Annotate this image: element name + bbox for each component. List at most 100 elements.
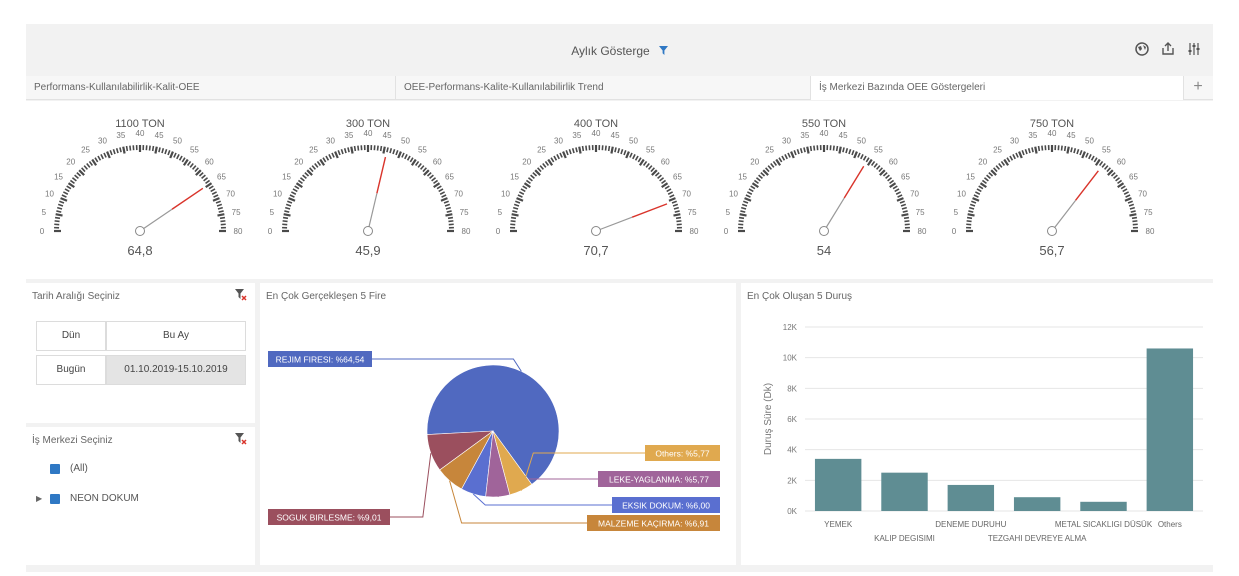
gauge-tick-label: 25 xyxy=(81,146,90,155)
gauge-tick xyxy=(575,147,578,153)
gauge-tick xyxy=(447,216,454,220)
dun-button[interactable]: Dün xyxy=(36,321,106,351)
date-range-button[interactable]: 01.10.2019-15.10.2019 xyxy=(106,355,246,385)
gauge-tick xyxy=(1120,185,1126,190)
gauge-tick xyxy=(755,177,761,182)
gauge-tick xyxy=(513,206,519,210)
gauge-tick xyxy=(793,150,797,156)
gauge-tick xyxy=(1093,157,1098,163)
gauge-tick-label: 20 xyxy=(750,158,759,167)
gauge-tick xyxy=(745,194,751,198)
tab-oee-gostergeleri[interactable]: İş Merkezi Bazında OEE Göstergeleri xyxy=(811,76,1184,100)
export-icon[interactable] xyxy=(1161,42,1175,56)
gauge-tick xyxy=(1101,162,1106,168)
checkbox[interactable] xyxy=(50,463,60,474)
tab-performans[interactable]: Performans-Kullanılabilirlik-Kalit-OEE xyxy=(26,76,396,100)
gauge-tick xyxy=(201,174,206,180)
gauge-tick xyxy=(129,145,132,151)
gauge-tick xyxy=(1127,200,1133,204)
pie-label-box xyxy=(598,471,720,487)
gauge-tick xyxy=(74,174,79,180)
gauge-tick xyxy=(900,203,907,207)
gauge-tick xyxy=(164,148,168,155)
gauge-tick xyxy=(787,152,791,158)
gauge-tick xyxy=(287,200,293,204)
gauge-tick xyxy=(517,194,523,198)
gauge-tick xyxy=(295,182,303,189)
gauge-tick xyxy=(426,172,432,177)
gauge-tick xyxy=(842,147,845,153)
work-center-panel: İş Merkezi Seçiniz (All) ▶ NEON DOKUM xyxy=(26,427,255,565)
gauge-tick xyxy=(650,167,655,173)
gauge-tick xyxy=(78,169,85,176)
gauge-tick-label: 0 xyxy=(496,227,501,236)
checkbox[interactable] xyxy=(50,493,60,504)
gauge-tick xyxy=(189,162,194,168)
gauge-tick xyxy=(1106,167,1111,173)
gauge-tick xyxy=(885,174,890,180)
globe-icon[interactable] xyxy=(1135,42,1149,56)
gauge-title: 1100 TON xyxy=(115,118,165,130)
gauge-tick xyxy=(882,172,888,177)
gauge-tick-label: 25 xyxy=(765,146,774,155)
gauge-tick xyxy=(853,151,858,159)
gauge-tick xyxy=(325,155,330,161)
gauge-tick xyxy=(83,165,89,170)
pie-connector xyxy=(390,453,432,518)
clear-filter-icon[interactable] xyxy=(235,433,247,448)
gauge-tick xyxy=(661,179,667,185)
gauge-tick xyxy=(741,203,748,207)
bar-category-label: YEMEK xyxy=(824,520,853,529)
pie-label-box xyxy=(268,351,372,367)
tab-trend[interactable]: OEE-Performans-Kalite-Kullanılabilirlik … xyxy=(396,76,811,100)
gauge-tick xyxy=(747,191,753,195)
gauge-tick xyxy=(667,191,673,195)
list-item-all[interactable]: (All) xyxy=(50,463,88,474)
gauge-tick xyxy=(88,160,94,166)
bugun-button[interactable]: Bugün xyxy=(36,355,106,385)
gauge-tick xyxy=(1081,151,1086,159)
gauge-tick xyxy=(879,169,886,176)
gauge-pivot xyxy=(591,226,601,236)
gauge-tick xyxy=(395,150,399,156)
gauge-tick xyxy=(1098,160,1104,166)
gauge-tick xyxy=(194,167,199,173)
bar-tick-label: 6K xyxy=(787,415,797,424)
filter-icon[interactable] xyxy=(656,46,668,58)
pie-panel: En Çok Gerçekleşen 5 Fire REJIM FIRESI: … xyxy=(260,283,736,565)
gauge-tick xyxy=(173,152,177,158)
gauge-tick xyxy=(562,151,567,159)
gauge-tick-label: 75 xyxy=(916,208,925,217)
gauge-tick xyxy=(302,174,307,180)
add-tab-button[interactable]: + xyxy=(1193,78,1203,95)
parameters-icon[interactable] xyxy=(1187,42,1201,56)
gauge-needle-tip xyxy=(171,187,204,210)
gauge-tick xyxy=(750,185,756,190)
gauge-value: 56,7 xyxy=(1039,243,1064,258)
gauge-tick xyxy=(519,191,525,195)
clear-filter-icon[interactable] xyxy=(235,289,247,304)
gauge-needle xyxy=(367,193,378,232)
list-item-neon-dokum[interactable]: ▶ NEON DOKUM xyxy=(36,493,139,504)
pie-label: LEKE-YAGLANMA: %5,77 xyxy=(609,475,709,485)
gauge-tick xyxy=(1122,188,1128,193)
gauge-tick xyxy=(668,197,676,202)
expand-arrow-icon[interactable]: ▶ xyxy=(36,494,43,503)
gauge-tick xyxy=(353,145,357,152)
gauge-tick-label: 50 xyxy=(629,136,638,145)
gauge-tick xyxy=(60,197,68,202)
gauge-tick xyxy=(212,197,220,202)
gauge-tick xyxy=(1003,158,1010,166)
gauge-tick xyxy=(993,167,998,173)
gauge-tick xyxy=(389,148,393,154)
gauge-tick xyxy=(347,147,350,153)
gauge-tick-label: 5 xyxy=(954,208,959,217)
gauge-tick xyxy=(550,157,555,163)
gauge-tick xyxy=(604,145,607,151)
gauge-tick-label: 60 xyxy=(889,158,898,167)
gauge-tick xyxy=(215,200,221,204)
gauge-tick-label: 75 xyxy=(688,208,697,217)
bu-ay-button[interactable]: Bu Ay xyxy=(106,321,246,351)
gauge-tick xyxy=(790,151,795,159)
gauge-tick-label: 25 xyxy=(993,146,1002,155)
